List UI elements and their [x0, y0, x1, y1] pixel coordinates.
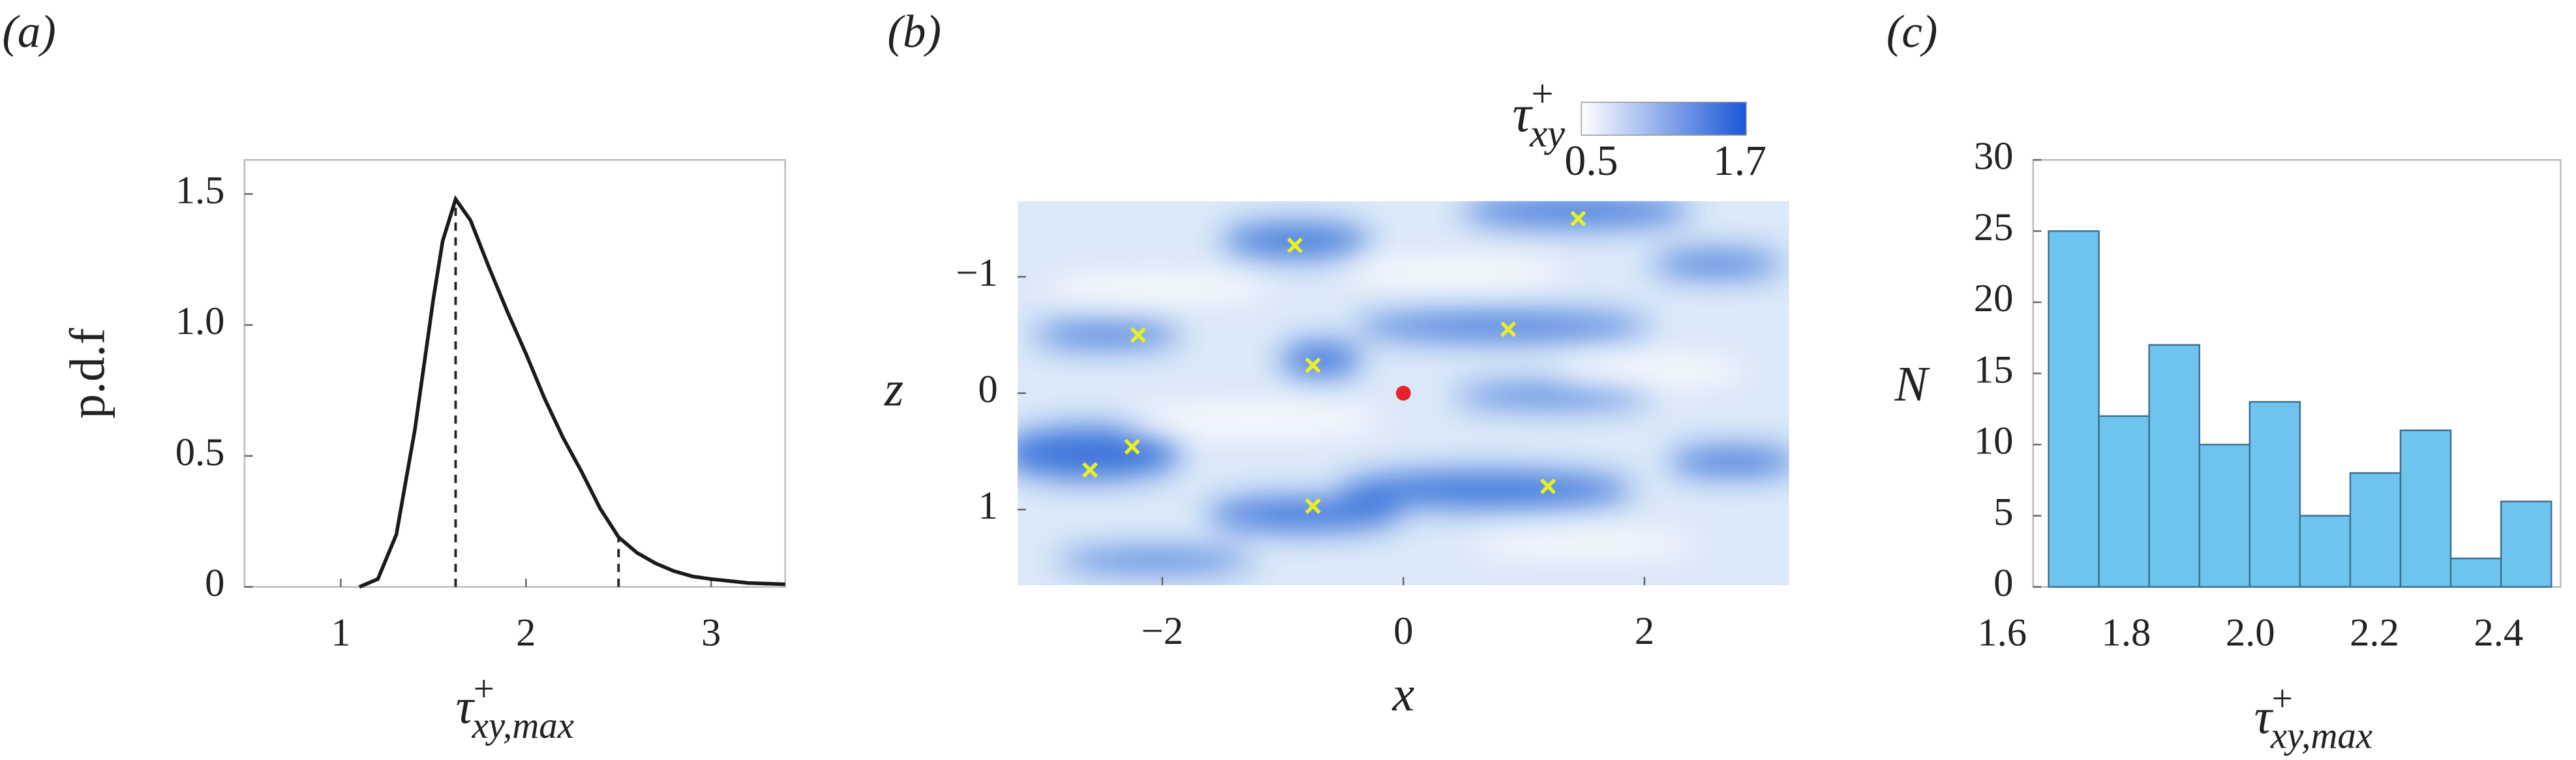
y-tick-label: 0.5	[175, 431, 225, 474]
extreme-marker	[1130, 327, 1146, 343]
y-tick-label: 5	[1993, 490, 2013, 534]
extreme-marker	[1570, 210, 1586, 227]
extreme-marker	[1540, 478, 1556, 494]
histogram-bar	[2500, 500, 2553, 588]
y-axis-label: p.d.f	[61, 327, 115, 419]
y-tick-label: 30	[1974, 134, 2014, 178]
extreme-marker	[1500, 321, 1517, 337]
origin-marker	[1396, 386, 1411, 401]
histogram-bar	[2399, 429, 2452, 588]
x-axis-label-sup: +	[2272, 678, 2293, 720]
y-tick-label: 1.0	[175, 299, 225, 343]
heatmap	[1018, 201, 1789, 586]
x-axis-label-sub: xy,max	[472, 705, 574, 746]
colorbar	[1581, 101, 1747, 136]
colorbar-min: 0.5	[1564, 137, 1618, 185]
x-tick-label: 2.4	[2474, 611, 2523, 654]
colorbar-label: τ+ xy	[1512, 72, 1565, 156]
x-tick-label: −2	[1142, 609, 1184, 653]
y-axis-label: z	[884, 361, 904, 416]
y-tick-label: 0	[978, 368, 997, 412]
histogram-bar	[2299, 515, 2352, 588]
x-tick-label: 2	[1635, 609, 1654, 653]
histogram-bar	[2048, 230, 2100, 588]
x-tick-label: 2.0	[2226, 611, 2275, 654]
y-tick-label: 0	[1993, 562, 2013, 605]
extreme-marker	[1124, 438, 1140, 455]
x-tick-label: 2	[516, 611, 536, 654]
histogram-bar	[2198, 444, 2251, 588]
extreme-marker	[1305, 357, 1321, 373]
y-tick-label: 25	[1974, 205, 2014, 249]
extreme-marker	[1082, 462, 1099, 478]
colorbar-label-sup: +	[1531, 72, 1553, 116]
y-tick-label: 15	[1974, 348, 2014, 391]
colorbar-max: 1.7	[1713, 137, 1766, 185]
colorbar-label-base: τ	[1512, 85, 1533, 143]
panel-label: (b)	[887, 7, 941, 57]
x-tick-label: 2.2	[2350, 611, 2399, 654]
panel-label: (c)	[1887, 7, 1938, 57]
x-axis-label-sup: +	[474, 668, 494, 709]
y-tick-label: 1.5	[175, 168, 225, 212]
histogram-bar	[2349, 472, 2402, 588]
histogram-bar	[2449, 557, 2502, 588]
panel-label: (a)	[2, 7, 56, 57]
histogram-bar	[2148, 344, 2200, 588]
x-tick-label: 3	[701, 611, 721, 654]
x-tick-label: 1.8	[2102, 611, 2151, 654]
x-axis-label: τ+ xy,max	[456, 668, 574, 746]
y-axis-label: N	[1894, 357, 1930, 412]
pdf-line	[358, 195, 785, 589]
colorbar-label-sub: xy	[1529, 112, 1565, 155]
histogram-bar	[2249, 401, 2301, 588]
x-axis-label: x	[1392, 667, 1415, 722]
y-tick-label: 0	[205, 562, 224, 605]
axes-frame	[243, 159, 786, 588]
x-tick-label: 1.6	[1977, 611, 2027, 654]
x-axis-label: τ+ xy,max	[2254, 678, 2372, 757]
y-tick-label: 1	[978, 484, 997, 528]
x-axis-label-base: τ	[2254, 690, 2274, 744]
x-tick-label: 0	[1393, 609, 1413, 653]
x-tick-label: 1	[331, 611, 350, 654]
extreme-marker	[1287, 237, 1303, 254]
y-tick-label: 20	[1974, 277, 2014, 320]
y-tick-label: 10	[1974, 419, 2014, 463]
x-axis-label-sub: xy,max	[2270, 715, 2372, 756]
extreme-marker	[1305, 498, 1321, 514]
y-tick-label: −1	[956, 251, 998, 295]
histogram-bar	[2098, 415, 2150, 588]
x-axis-label-base: τ	[456, 680, 476, 735]
